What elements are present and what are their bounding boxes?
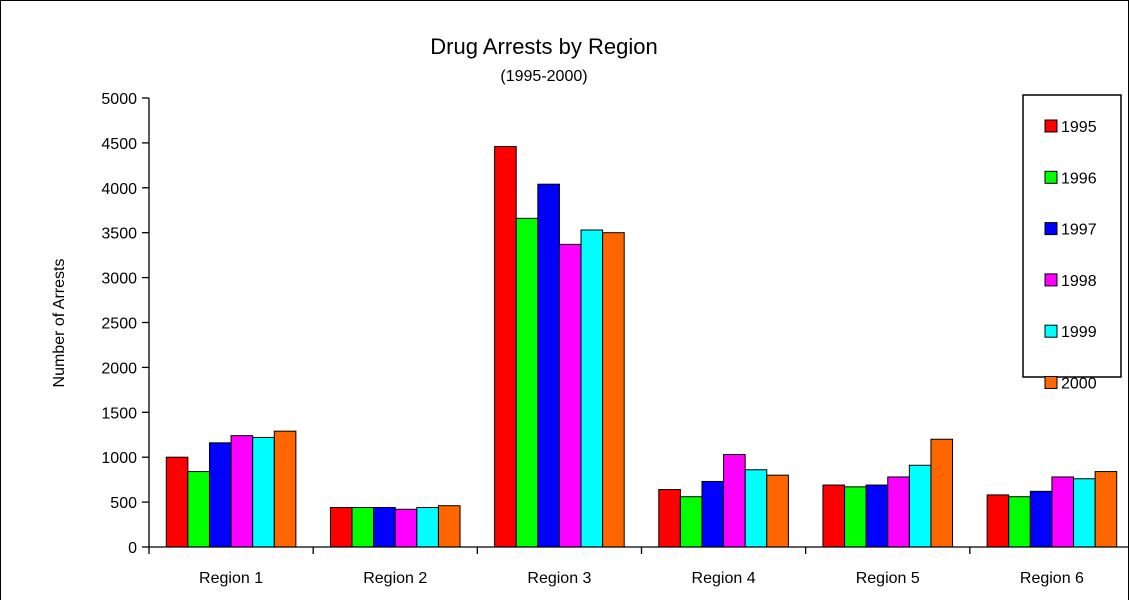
chart-subtitle: (1995-2000) — [500, 68, 587, 85]
y-tick-label: 3500 — [101, 226, 137, 243]
y-tick-label: 4000 — [101, 181, 137, 198]
bar-region-2-1999 — [416, 506, 439, 548]
x-tick-label: Region 4 — [692, 570, 756, 587]
y-tick-label: 2000 — [101, 360, 137, 377]
bar-region-3-1995 — [494, 145, 517, 548]
bars-layer — [165, 145, 1118, 548]
bar-region-1-1997 — [208, 442, 232, 548]
bar-region-1-1995 — [165, 456, 189, 548]
bar-region-6-1996 — [1008, 496, 1031, 548]
bar-region-5-1997 — [865, 484, 889, 548]
y-tick-label: 4500 — [101, 136, 137, 153]
bar-region-3-2000 — [602, 232, 625, 548]
bar-region-6-1997 — [1029, 490, 1053, 548]
legend-swatch-1998 — [1044, 273, 1058, 287]
y-tick-label: 2500 — [101, 316, 137, 333]
bar-region-2-1996 — [351, 506, 375, 548]
legend: 1995 1996 1997 1998 1999 2000 — [1022, 94, 1122, 393]
y-tick-label: 1000 — [101, 450, 137, 467]
legend-label-1996: 1996 — [1061, 170, 1097, 187]
bar-region-4-1999 — [744, 469, 768, 548]
bar-region-3-1998 — [558, 243, 582, 548]
bar-region-2-1995 — [329, 506, 353, 548]
bar-region-3-1999 — [580, 229, 604, 548]
bar-region-1-1999 — [252, 436, 275, 548]
bar-region-6-1998 — [1051, 476, 1075, 548]
legend-label-1998: 1998 — [1061, 273, 1097, 290]
y-tick-label: 3000 — [101, 271, 137, 288]
x-tick-label: Region 5 — [856, 570, 920, 587]
bar-region-6-1999 — [1073, 478, 1096, 548]
bar-region-2-1998 — [394, 508, 418, 548]
legend-label-1995: 1995 — [1061, 119, 1097, 136]
y-axis-label: Number of Arrests — [51, 259, 68, 388]
chart-title: Drug Arrests by Region — [430, 34, 657, 59]
bar-region-6-1995 — [986, 494, 1010, 548]
legend-label-1999: 1999 — [1061, 324, 1097, 341]
bar-region-4-1997 — [701, 480, 725, 548]
bar-region-3-1996 — [515, 217, 539, 548]
legend-swatch-1999 — [1044, 324, 1058, 338]
legend-swatch-1997 — [1044, 222, 1058, 236]
bar-region-4-1996 — [679, 496, 703, 548]
bar-region-6-2000 — [1094, 471, 1118, 548]
y-tick-label: 5000 — [101, 91, 137, 108]
bar-region-5-1999 — [908, 464, 932, 548]
bar-region-4-1998 — [723, 454, 746, 548]
x-tick-label: Region 2 — [363, 570, 427, 587]
x-tick-label: Region 6 — [1020, 570, 1084, 587]
y-tick-label: 0 — [128, 540, 137, 557]
bar-region-2-2000 — [437, 505, 461, 548]
axes-layer: 0 500 1000 1500 2000 2500 3000 3500 4000 4500 5000… — [101, 91, 1129, 587]
bar-region-4-2000 — [766, 474, 789, 548]
x-tick-label: Region 3 — [527, 570, 591, 587]
bar-region-1-1996 — [187, 471, 210, 548]
bar-region-4-1995 — [658, 489, 681, 548]
bar-region-2-1997 — [373, 506, 396, 548]
legend-swatch-2000 — [1044, 376, 1058, 389]
bar-region-1-1998 — [230, 435, 254, 548]
y-tick-label: 500 — [110, 495, 137, 512]
bar-region-5-2000 — [930, 438, 954, 548]
legend-box — [1022, 94, 1122, 378]
bar-region-5-1995 — [822, 484, 846, 548]
bar-region-5-1998 — [887, 476, 910, 548]
bar-region-5-1996 — [844, 486, 867, 548]
legend-label-2000: 2000 — [1061, 376, 1097, 393]
bar-region-3-1997 — [537, 183, 560, 548]
y-tick-label: 1500 — [101, 405, 137, 422]
x-tick-label: Region 1 — [199, 570, 263, 587]
legend-swatch-1995 — [1044, 119, 1058, 133]
bar-region-1-2000 — [273, 430, 297, 548]
legend-label-1997: 1997 — [1061, 222, 1097, 239]
legend-swatch-1996 — [1044, 170, 1058, 184]
